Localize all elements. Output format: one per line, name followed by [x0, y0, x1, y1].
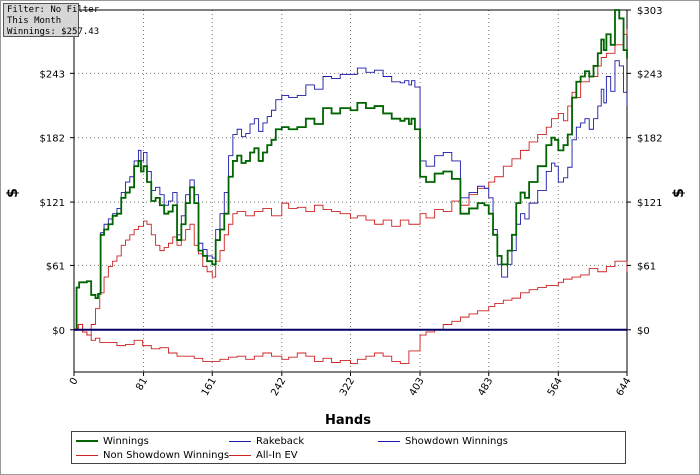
legend-item-showdown-winnings: Showdown Winnings	[378, 434, 508, 448]
legend-swatch	[378, 440, 400, 442]
y-tick-label-right-3: $182	[637, 134, 662, 145]
series-line-rakeback	[74, 60, 628, 331]
y-tick-label-right-1: $61	[637, 261, 656, 272]
y-tick-label-right-5: $303	[637, 6, 662, 17]
y-tick-label-right-4: $243	[637, 69, 662, 80]
legend-label: Showdown Winnings	[405, 435, 508, 447]
y-tick-label-left-2: $121	[40, 198, 65, 209]
y-axis-ticks-right: $0 $61 $121 $182 $243 $303	[627, 6, 662, 337]
y-tick-label-right-2: $121	[637, 198, 662, 209]
legend-label: Winnings	[103, 435, 149, 447]
x-tick-label-6: 483	[476, 376, 495, 398]
filter-label: Filter: No Filter	[7, 5, 100, 15]
x-tick-label-1: 81	[134, 376, 150, 393]
x-axis-ticks: 0 81 161 242 322 403 483 564 644	[68, 372, 634, 398]
x-tick-label-4: 322	[338, 376, 357, 398]
series-line-winnings	[74, 9, 628, 331]
legend-swatch	[76, 440, 98, 442]
y-axis-title-right: $	[671, 188, 687, 198]
winnings-total: Winnings: $257.43	[7, 27, 100, 37]
series-line-all-in-ev	[74, 28, 628, 336]
legend: Winnings Rakeback Showdown Winnings Non Sho…	[71, 431, 626, 464]
grid	[73, 9, 628, 372]
legend-item-all-in-ev: All-In EV	[229, 448, 298, 462]
x-tick-label-5: 403	[408, 376, 427, 398]
legend-label: Rakeback	[256, 435, 305, 447]
y-axis-ticks-left: $0$61$121$182$243$303	[40, 6, 74, 337]
legend-item-non-showdown-winnings: Non Showdown Winnings	[76, 448, 229, 462]
y-axis-title-left: $	[5, 188, 21, 198]
x-tick-label-7: 564	[546, 376, 565, 398]
y-tick-label-left-4: $243	[40, 69, 65, 80]
x-tick-label-2: 161	[200, 376, 219, 398]
y-tick-label-left-3: $182	[40, 134, 65, 145]
y-tick-label-left-0: $0	[52, 326, 65, 337]
legend-swatch	[76, 454, 98, 456]
x-tick-label-8: 644	[615, 376, 634, 398]
x-tick-label-3: 242	[269, 376, 288, 398]
series-line-non-showdown-winnings	[74, 260, 628, 365]
filter-info-box: Filter: No Filter This Month Winnings: $…	[3, 3, 100, 37]
y-tick-label-right-0: $0	[637, 326, 650, 337]
y-tick-label-left-1: $61	[46, 261, 65, 272]
legend-swatch	[229, 454, 251, 456]
legend-label: Non Showdown Winnings	[103, 449, 230, 461]
period-label: This Month	[7, 16, 62, 26]
legend-item-rakeback: Rakeback	[229, 434, 304, 448]
x-tick-label-0: 0	[68, 376, 81, 387]
legend-item-winnings: Winnings	[76, 434, 149, 448]
x-axis-title: Hands	[325, 413, 371, 428]
legend-label: All-In EV	[256, 449, 298, 461]
legend-swatch	[229, 440, 251, 442]
